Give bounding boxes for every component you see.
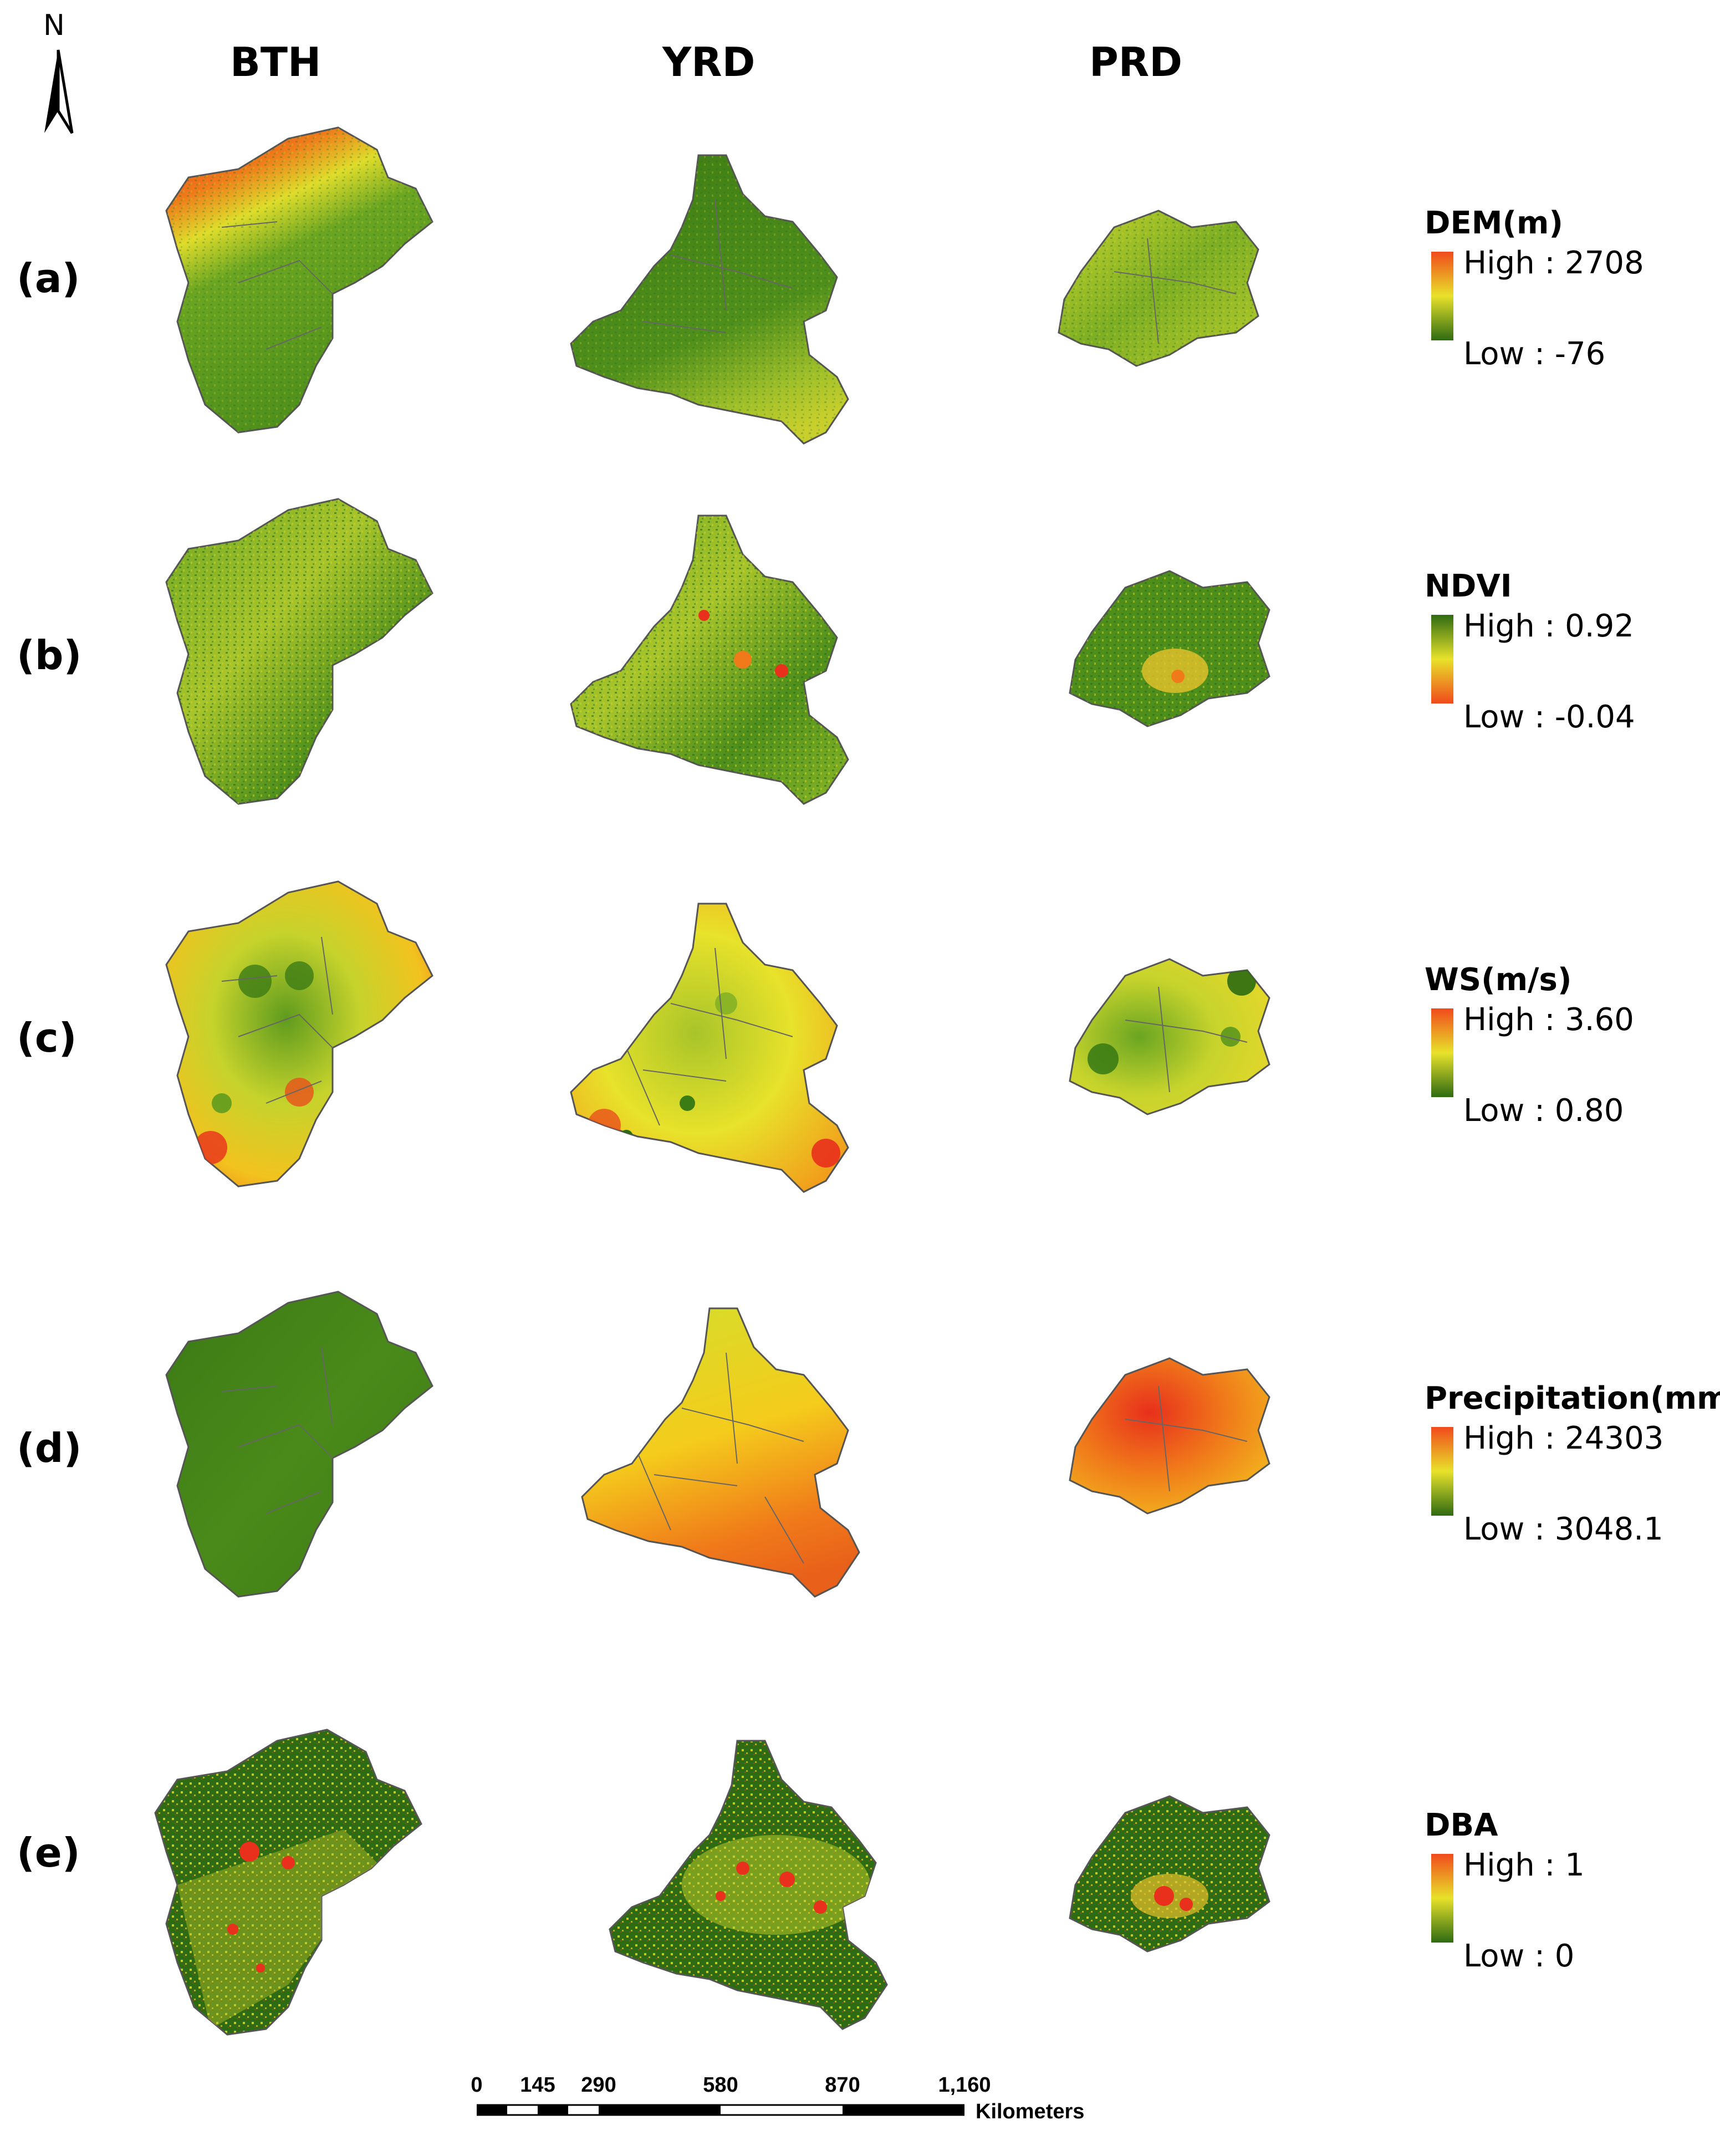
row-label-c: (c) [17, 1015, 77, 1061]
scale-tick-label: 580 [703, 2073, 738, 2097]
row-label-e: (e) [17, 1829, 80, 1876]
legend-color-ramp [1431, 1427, 1453, 1516]
map-dem-bth [165, 126, 433, 434]
map-dba-yrd [609, 1740, 888, 2030]
north-label: N [43, 9, 65, 42]
scale-bar-segments [477, 2104, 964, 2116]
map-dem-yrd [570, 154, 849, 445]
scale-bar: 0 145 290 580 870 1,160 Kilometers [466, 2073, 1120, 2140]
row-label-d: (d) [17, 1425, 82, 1471]
legend-title: DEM(m) [1425, 205, 1564, 241]
legend-ndvi: NDVI High : 0.92 Low : -0.04 [1425, 568, 1713, 757]
legend-high-label: High : 24303 [1463, 1420, 1664, 1456]
column-heading-bth: BTH [230, 39, 321, 85]
map-precipitation-prd [1069, 1357, 1270, 1515]
legend-high-label: High : 0.92 [1463, 608, 1634, 644]
map-dem-prd [1058, 210, 1259, 367]
legend-ws: WS(m/s) High : 3.60 Low : 0.80 [1425, 962, 1713, 1150]
column-heading-prd: PRD [1089, 39, 1182, 85]
legend-title: DBA [1425, 1807, 1498, 1843]
legend-color-ramp [1431, 1008, 1453, 1097]
map-precipitation-bth [165, 1291, 433, 1598]
scale-tick-label: 870 [825, 2073, 860, 2097]
legend-precipitation: Precipitation(mm) High : 24303 Low : 304… [1425, 1380, 1720, 1569]
column-heading-yrd: YRD [662, 39, 756, 85]
legend-color-ramp [1431, 1854, 1453, 1943]
legend-low-label: Low : 0.80 [1463, 1093, 1624, 1129]
legend-color-ramp [1431, 252, 1453, 340]
map-ndvi-prd [1069, 570, 1270, 727]
map-dba-prd [1069, 1795, 1270, 1953]
legend-low-label: Low : -0.04 [1463, 699, 1635, 735]
scale-tick-label: 0 [471, 2073, 483, 2097]
map-ws-yrd [570, 903, 849, 1193]
legend-title: WS(m/s) [1425, 962, 1572, 998]
north-arrow-icon [44, 49, 74, 134]
legend-low-label: Low : 0 [1463, 1938, 1575, 1974]
legend-title: Precipitation(mm) [1425, 1380, 1720, 1416]
row-label-a: (a) [17, 255, 80, 302]
map-ws-bth [165, 880, 433, 1187]
legend-high-label: High : 3.60 [1463, 1002, 1634, 1038]
legend-dba: DBA High : 1 Low : 0 [1425, 1807, 1713, 1996]
row-label-b: (b) [17, 632, 82, 679]
map-ws-prd [1069, 958, 1270, 1115]
map-dba-bth [154, 1729, 422, 2036]
legend-low-label: Low : -76 [1463, 336, 1606, 372]
scale-unit-label: Kilometers [976, 2100, 1085, 2123]
legend-color-ramp [1431, 615, 1453, 704]
map-precipitation-yrd [581, 1307, 860, 1598]
scale-tick-label: 1,160 [938, 2073, 991, 2097]
map-ndvi-yrd [570, 514, 849, 805]
legend-dem: DEM(m) High : 2708 Low : -76 [1425, 205, 1713, 394]
legend-title: NDVI [1425, 568, 1512, 604]
legend-high-label: High : 2708 [1463, 245, 1644, 281]
legend-low-label: Low : 3048.1 [1463, 1511, 1663, 1547]
map-ndvi-bth [165, 498, 433, 805]
legend-high-label: High : 1 [1463, 1847, 1585, 1883]
scale-tick-label: 145 [520, 2073, 555, 2097]
scale-tick-label: 290 [581, 2073, 616, 2097]
